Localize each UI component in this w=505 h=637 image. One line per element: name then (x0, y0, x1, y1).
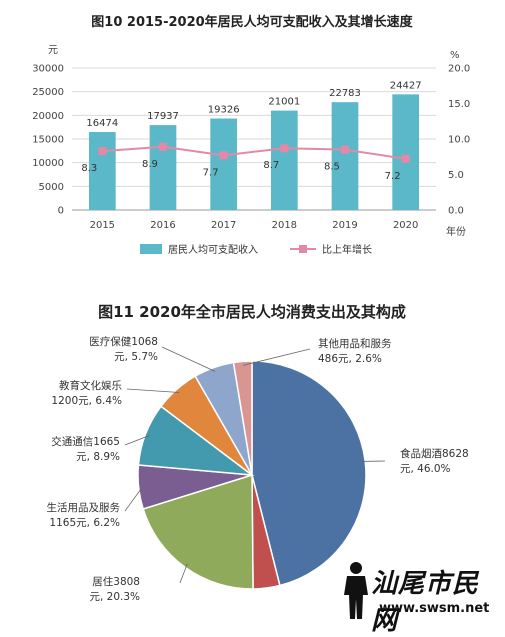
y-right-tick-label: 0.0 (448, 206, 464, 217)
y-right-tick-label: 10.0 (448, 135, 470, 146)
y-left-tick-label: 0 (58, 206, 64, 217)
x-tick-label: 2016 (150, 220, 175, 231)
x-tick-label: 2015 (90, 220, 115, 231)
bar-income-2020 (392, 94, 419, 210)
x-tick-label: 2020 (393, 220, 418, 231)
slice-label-line2: 元, 8.9% (76, 451, 120, 463)
growth-value-label: 8.5 (324, 162, 340, 173)
growth-value-label: 8.3 (81, 163, 97, 174)
chart1-title: 图10 2015-2020年居民人均可支配收入及其增长速度 (91, 14, 413, 30)
growth-point-2016 (159, 143, 167, 151)
watermark: 汕尾市民网 www.swsm.net (339, 561, 499, 623)
leader-line (162, 347, 215, 371)
x-axis-label: 年份 (446, 225, 466, 238)
slice-label-line2: 元, 5.7% (114, 351, 158, 363)
bar-value-label: 21001 (268, 97, 300, 108)
y-left-tick-label: 30000 (32, 64, 64, 75)
slice-label-line1: 食品烟酒8628 (400, 447, 469, 460)
legend-bar-label: 居民人均可支配收入 (168, 243, 258, 256)
x-tick-label: 2017 (211, 220, 236, 231)
y-left-tick-label: 20000 (32, 111, 64, 122)
growth-point-2020 (402, 155, 410, 163)
legend-bar-swatch (140, 244, 162, 254)
y-right-unit: % (450, 50, 460, 61)
growth-value-label: 7.7 (203, 167, 219, 178)
slice-label-line1: 其他用品和服务 (318, 337, 392, 350)
slice-label-line1: 医疗保健1068 (89, 335, 158, 348)
y-left-unit: 元 (48, 45, 58, 56)
bar-value-label: 16474 (86, 118, 118, 129)
slice-label-line2: 元, 20.3% (89, 591, 140, 603)
slice-label-line2: 元, 46.0% (400, 463, 451, 475)
growth-value-label: 8.9 (142, 159, 158, 170)
growth-point-2019 (341, 146, 349, 154)
y-left-tick-label: 15000 (32, 135, 64, 146)
y-right-tick-label: 5.0 (448, 170, 464, 181)
slice-label-line1: 教育文化娱乐 (59, 379, 122, 392)
bar-value-label: 24427 (390, 80, 422, 91)
growth-point-2015 (98, 147, 106, 155)
bar-value-label: 22783 (329, 88, 361, 99)
y-left-tick-label: 25000 (32, 87, 64, 98)
legend-line-marker (299, 245, 307, 253)
bar-value-label: 17937 (147, 111, 179, 122)
slice-label-line2: 1200元, 6.4% (51, 395, 122, 407)
watermark-name: 汕尾市民网 (371, 563, 499, 637)
growth-value-label: 7.2 (385, 171, 401, 182)
slice-label-line2: 1165元, 6.2% (49, 517, 120, 529)
bar-value-label: 19326 (208, 105, 240, 116)
chart2-title: 图11 2020年全市居民人均消费支出及其构成 (98, 303, 406, 321)
slice-label-line1: 居住3808 (92, 575, 140, 588)
growth-point-2018 (280, 144, 288, 152)
person-silhouette-icon (341, 561, 371, 621)
y-right-tick-label: 20.0 (448, 64, 470, 75)
leader-line (127, 389, 179, 392)
y-right-tick-label: 15.0 (448, 99, 470, 110)
x-tick-label: 2018 (272, 220, 297, 231)
bar-income-2017 (210, 119, 237, 210)
growth-line (102, 147, 405, 159)
bar-income-2019 (332, 102, 359, 210)
watermark-url: www.swsm.net (379, 601, 489, 616)
slice-label-line2: 486元, 2.6% (318, 353, 382, 365)
legend-line-label: 比上年增长 (322, 243, 372, 256)
y-left-tick-label: 10000 (32, 158, 64, 169)
growth-point-2017 (220, 151, 228, 159)
growth-value-label: 8.7 (263, 160, 279, 171)
slice-label-line1: 生活用品及服务 (47, 501, 121, 514)
y-left-tick-label: 5000 (39, 182, 64, 193)
x-tick-label: 2019 (332, 220, 357, 231)
slice-label-line1: 交通通信1665 (51, 435, 120, 448)
